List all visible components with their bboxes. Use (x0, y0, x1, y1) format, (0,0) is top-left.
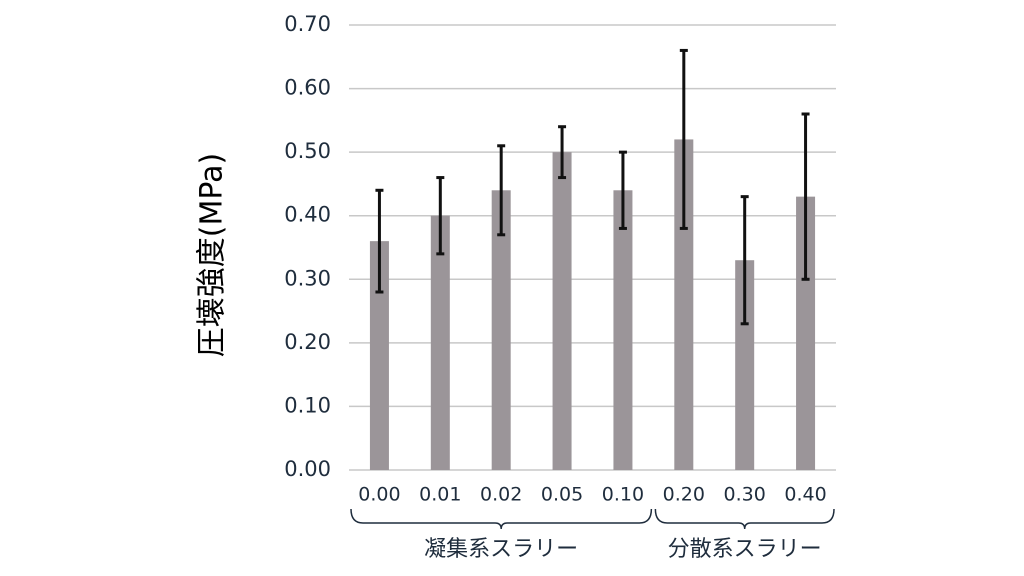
x-tick-label: 0.01 (419, 484, 461, 506)
y-tick-label: 0.10 (284, 393, 331, 417)
y-axis-ticks: 0.00 0.10 0.20 0.30 0.40 0.50 0.60 0.70 (284, 12, 331, 481)
error-bar (801, 112, 810, 281)
y-tick-label: 0.30 (284, 266, 331, 290)
bar (674, 139, 694, 470)
error-bar (436, 176, 445, 256)
error-bar (679, 48, 688, 230)
error-bars (375, 48, 810, 326)
group-bracket (350, 508, 653, 530)
y-tick-label: 0.00 (284, 457, 331, 481)
x-tick-label: 0.10 (602, 484, 644, 506)
x-tick-label: 0.00 (358, 484, 400, 506)
y-tick-label: 0.20 (284, 330, 331, 354)
x-tick-label: 0.30 (724, 484, 766, 506)
bar (491, 190, 511, 471)
group-label: 分散系スラリー (668, 537, 822, 562)
error-bar (740, 195, 749, 326)
bars (369, 139, 816, 471)
x-tick-label: 0.40 (784, 484, 826, 506)
y-tick-label: 0.70 (284, 12, 331, 36)
bar (735, 260, 755, 470)
y-tick-label: 0.60 (284, 76, 331, 100)
x-axis-categories: 0.00 0.01 0.02 0.05 0.10 0.20 0.30 0.40 (358, 484, 826, 506)
error-bar (618, 150, 627, 230)
x-tick-label: 0.20 (663, 484, 705, 506)
group-label: 凝集系スラリー (424, 537, 578, 562)
y-tick-label: 0.50 (284, 139, 331, 163)
error-bar (497, 144, 506, 237)
x-tick-label: 0.02 (480, 484, 522, 506)
bar (369, 241, 389, 470)
group-bracket (654, 508, 835, 530)
y-tick-label: 0.40 (284, 203, 331, 227)
bar (552, 152, 572, 470)
error-bar (375, 188, 384, 294)
x-tick-label: 0.05 (541, 484, 583, 506)
bar (613, 190, 633, 471)
bar (796, 196, 816, 470)
bar (430, 215, 450, 470)
error-bar (558, 125, 567, 180)
y-axis-label: 圧壊強度(MPa) (195, 153, 230, 357)
group-brackets: 凝集系スラリー 分散系スラリー (350, 508, 835, 562)
gridlines (349, 24, 836, 471)
